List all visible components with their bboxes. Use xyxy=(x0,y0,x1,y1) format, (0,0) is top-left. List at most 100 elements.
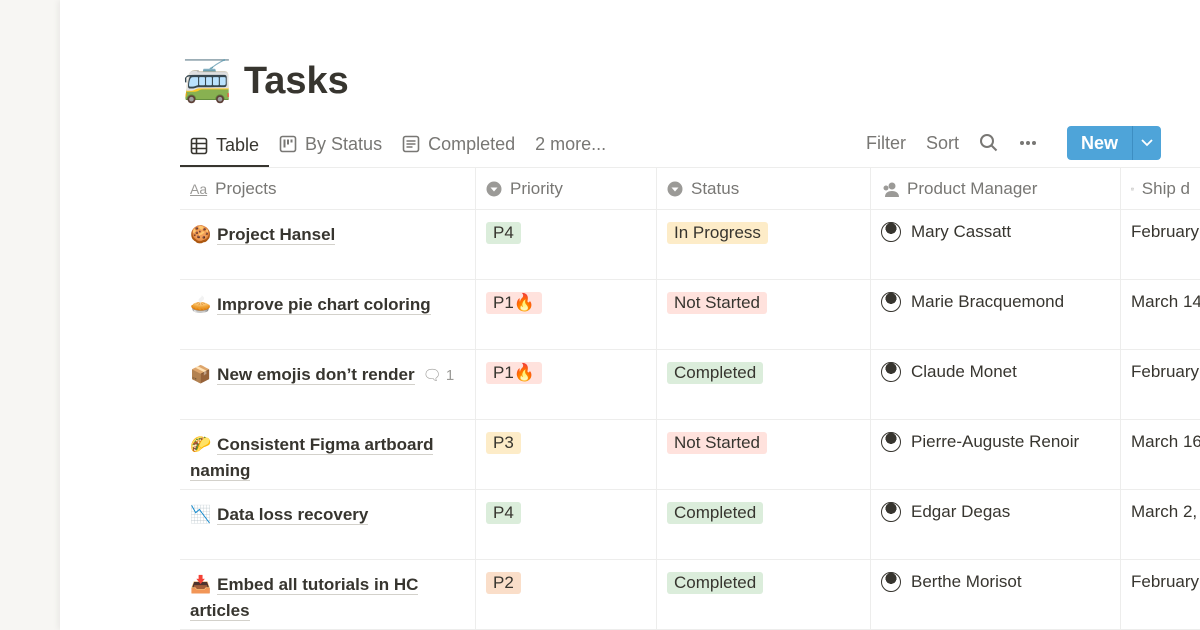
page-body xyxy=(60,0,1200,630)
comment-count-value: 1 xyxy=(445,367,455,384)
project-cell[interactable]: 🌮 Consistent Figma artboard naming xyxy=(180,420,476,489)
priority-cell[interactable]: P3 xyxy=(476,420,657,489)
avatar xyxy=(881,222,901,242)
column-header-priority[interactable]: Priority xyxy=(476,168,657,209)
ship-date-cell[interactable]: March 16 xyxy=(1121,420,1200,489)
view-tabs: Table By Status Completed 2 more... xyxy=(180,126,616,167)
product-manager-cell[interactable]: Marie Bracquemond xyxy=(871,280,1121,349)
text-icon: Aa xyxy=(190,180,208,197)
project-emoji-icon: 🥧 xyxy=(190,295,212,314)
list-icon xyxy=(402,135,420,153)
priority-cell[interactable]: P1🔥 xyxy=(476,280,657,349)
project-name-link[interactable]: Consistent Figma artboard naming xyxy=(190,435,434,481)
status-cell[interactable]: Not Started xyxy=(657,280,871,349)
project-name-link[interactable]: Improve pie chart coloring xyxy=(217,295,431,315)
ship-date-cell[interactable]: February xyxy=(1121,210,1200,279)
column-header-product-manager[interactable]: Product Manager xyxy=(871,168,1121,209)
project-cell[interactable]: 📦 New emojis don’t render 🗨 1 xyxy=(180,350,476,419)
ship-date-cell[interactable]: March 2, xyxy=(1121,490,1200,559)
board-icon xyxy=(279,135,297,153)
priority-cell[interactable]: P2 xyxy=(476,560,657,629)
ship-date-cell[interactable]: February xyxy=(1121,560,1200,629)
priority-tag: P1🔥 xyxy=(486,362,542,384)
product-manager-name: Pierre-Auguste Renoir xyxy=(911,432,1080,451)
project-emoji-icon: 🌮 xyxy=(190,435,212,454)
product-manager-cell[interactable]: Edgar Degas xyxy=(871,490,1121,559)
table-row: 🥧 Improve pie chart coloring P1🔥 Not Star… xyxy=(180,280,1200,350)
column-header-ship-date[interactable]: Ship d xyxy=(1121,168,1200,209)
sort-button[interactable]: Sort xyxy=(926,132,960,153)
status-badge: Completed xyxy=(667,572,764,594)
tab-table[interactable]: Table xyxy=(180,126,270,167)
product-manager-name: Marie Bracquemond xyxy=(911,292,1065,311)
new-button[interactable]: New xyxy=(1067,126,1134,160)
calendar-icon xyxy=(1131,187,1134,190)
priority-cell[interactable]: P4 xyxy=(476,210,657,279)
more-options-icon[interactable] xyxy=(1019,140,1037,146)
status-cell[interactable]: Completed xyxy=(657,490,871,559)
project-emoji-icon: 📉 xyxy=(190,505,212,524)
more-views-button[interactable]: 2 more... xyxy=(535,133,607,154)
column-label: Priority xyxy=(510,178,563,198)
project-cell[interactable]: 🥧 Improve pie chart coloring xyxy=(180,280,476,349)
column-header-status[interactable]: Status xyxy=(657,168,871,209)
select-icon xyxy=(667,181,683,196)
new-button-group: New xyxy=(1067,126,1162,160)
project-name-link[interactable]: Data loss recovery xyxy=(217,505,369,525)
priority-tag: P4 xyxy=(486,502,521,524)
avatar xyxy=(881,502,901,522)
ship-date: February xyxy=(1131,222,1200,241)
table-row: 🍪 Project Hansel P4 In Progress Mary Cass… xyxy=(180,210,1200,280)
column-label: Product Manager xyxy=(907,178,1038,198)
comment-icon: 🗨 xyxy=(422,367,442,384)
new-dropdown-button[interactable] xyxy=(1133,126,1161,160)
product-manager-name: Mary Cassatt xyxy=(911,222,1012,241)
toolbar: Filter Sort New xyxy=(866,126,1162,160)
status-cell[interactable]: Completed xyxy=(657,350,871,419)
table-row: 🌮 Consistent Figma artboard naming P3 Not… xyxy=(180,420,1200,490)
tab-by-status[interactable]: By Status xyxy=(269,126,392,162)
filter-button[interactable]: Filter xyxy=(866,132,906,153)
avatar xyxy=(881,362,901,382)
table-row: 📦 New emojis don’t render 🗨 1 P1🔥 Complete… xyxy=(180,350,1200,420)
product-manager-cell[interactable]: Claude Monet xyxy=(871,350,1121,419)
project-emoji-icon: 🍪 xyxy=(190,225,212,244)
table-row: 📥 Embed all tutorials in HC articles P2 C… xyxy=(180,560,1200,630)
status-cell[interactable]: In Progress xyxy=(657,210,871,279)
status-cell[interactable]: Not Started xyxy=(657,420,871,489)
table-header: Aa Projects Priority Status Product Manag… xyxy=(180,168,1200,210)
priority-tag: P3 xyxy=(486,432,521,454)
priority-cell[interactable]: P1🔥 xyxy=(476,350,657,419)
tab-completed[interactable]: Completed xyxy=(392,126,525,162)
search-icon[interactable] xyxy=(979,133,999,153)
tab-label: Table xyxy=(216,135,260,155)
ship-date: March 16 xyxy=(1131,432,1200,451)
column-label: Projects xyxy=(215,178,277,198)
project-emoji-icon: 📥 xyxy=(190,575,212,594)
product-manager-name: Claude Monet xyxy=(911,362,1017,381)
priority-cell[interactable]: P4 xyxy=(476,490,657,559)
project-cell[interactable]: 📉 Data loss recovery xyxy=(180,490,476,559)
priority-tag: P2 xyxy=(486,572,521,594)
project-name-link[interactable]: New emojis don’t render xyxy=(217,365,415,385)
ship-date-cell[interactable]: February xyxy=(1121,350,1200,419)
project-name-link[interactable]: Embed all tutorials in HC articles xyxy=(190,575,419,621)
project-cell[interactable]: 📥 Embed all tutorials in HC articles xyxy=(180,560,476,629)
project-name-link[interactable]: Project Hansel xyxy=(217,225,336,245)
priority-tag: P4 xyxy=(486,222,521,244)
ship-date-cell[interactable]: March 14 xyxy=(1121,280,1200,349)
product-manager-cell[interactable]: Berthe Morisot xyxy=(871,560,1121,629)
product-manager-cell[interactable]: Pierre-Auguste Renoir xyxy=(871,420,1121,489)
status-badge: Completed xyxy=(667,502,764,524)
project-cell[interactable]: 🍪 Project Hansel xyxy=(180,210,476,279)
avatar xyxy=(881,292,901,312)
status-cell[interactable]: Completed xyxy=(657,560,871,629)
ship-date: February xyxy=(1131,572,1200,591)
status-badge: Completed xyxy=(667,362,764,384)
column-header-projects[interactable]: Aa Projects xyxy=(180,168,476,209)
comment-count[interactable]: 🗨 1 xyxy=(423,367,455,384)
ship-date: February xyxy=(1131,362,1200,381)
ship-date: March 14 xyxy=(1131,292,1200,311)
project-emoji-icon: 📦 xyxy=(190,365,212,384)
product-manager-cell[interactable]: Mary Cassatt xyxy=(871,210,1121,279)
